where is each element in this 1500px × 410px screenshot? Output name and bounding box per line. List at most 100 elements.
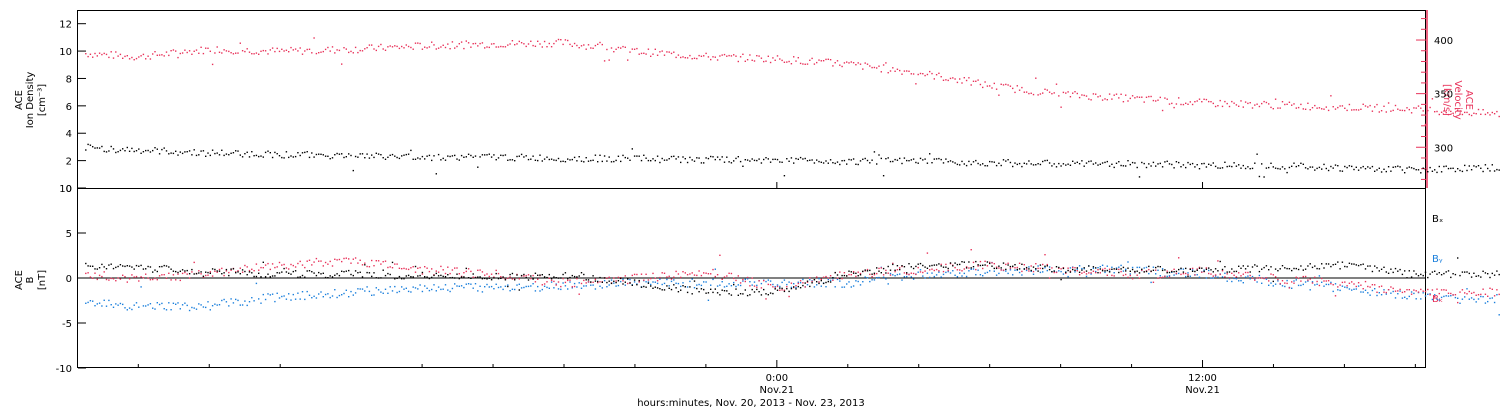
bz-point — [306, 260, 308, 262]
by-point — [262, 293, 264, 296]
velocity-point — [96, 55, 98, 57]
bz-point — [673, 276, 675, 278]
bz-point — [557, 281, 560, 283]
by-point — [276, 292, 278, 294]
density-point — [1491, 164, 1493, 166]
density-point — [710, 155, 712, 158]
density-point — [110, 145, 112, 148]
by-point — [175, 303, 177, 305]
bz-point — [1053, 271, 1055, 274]
velocity-point — [1470, 114, 1473, 117]
by-point — [108, 299, 110, 302]
density-point — [677, 156, 680, 158]
velocity-point — [470, 46, 472, 48]
bz-point — [92, 277, 94, 279]
bz-point — [1353, 283, 1355, 285]
density-point — [216, 152, 218, 154]
velocity-point — [1032, 93, 1035, 96]
velocity-point — [922, 73, 924, 75]
density-point — [1088, 160, 1090, 163]
density-point — [862, 158, 864, 160]
velocity-point — [843, 62, 846, 64]
bz-point — [802, 282, 804, 284]
density-point — [1171, 163, 1173, 166]
velocity-point — [1145, 96, 1148, 98]
by-point — [1304, 281, 1307, 283]
density-point — [140, 152, 142, 154]
velocity-point — [1097, 96, 1099, 98]
velocity-point — [1009, 85, 1012, 87]
by-point — [938, 271, 940, 273]
bz-point — [1226, 273, 1228, 275]
velocity-point — [1134, 97, 1136, 99]
by-point — [1277, 280, 1279, 282]
velocity-point — [631, 48, 633, 50]
bz-point — [613, 277, 615, 279]
bz-point — [989, 261, 991, 264]
density-point — [1258, 175, 1261, 178]
density-point — [878, 154, 880, 156]
by-point — [481, 291, 484, 293]
velocity-point — [1244, 101, 1247, 103]
velocity-point — [371, 44, 373, 46]
bz-point — [1166, 270, 1168, 272]
by-point — [795, 286, 797, 289]
bz-point — [1473, 291, 1475, 294]
by-point — [207, 301, 209, 303]
bz-point — [756, 286, 758, 288]
velocity-point — [1284, 103, 1286, 106]
by-point — [467, 283, 470, 285]
density-point — [87, 143, 89, 146]
density-point — [1108, 165, 1111, 167]
density-point — [629, 159, 631, 161]
density-point — [1295, 165, 1297, 168]
velocity-point — [1369, 104, 1371, 107]
by-point — [620, 280, 622, 283]
bz-point — [228, 271, 230, 274]
velocity-point — [1143, 101, 1145, 103]
bz-point — [1302, 275, 1304, 278]
density-point — [848, 158, 850, 161]
density-point — [454, 154, 456, 157]
bz-point — [972, 261, 975, 264]
velocity-point — [774, 59, 776, 61]
density-point — [414, 158, 417, 160]
velocity-point — [1293, 103, 1295, 105]
bz-point — [1268, 280, 1270, 282]
density-point — [1318, 166, 1321, 169]
bz-point — [1231, 272, 1233, 274]
bz-point — [421, 273, 424, 275]
density-point — [1092, 163, 1095, 165]
by-point — [281, 295, 283, 298]
by-point — [1228, 278, 1231, 280]
velocity-point — [507, 44, 509, 46]
bz-point — [1014, 267, 1016, 269]
density-point — [474, 155, 477, 157]
velocity-point — [1012, 87, 1014, 90]
by-point — [414, 287, 417, 289]
bz-point — [1212, 275, 1214, 277]
bz-point — [1085, 273, 1088, 275]
by-point — [965, 275, 968, 278]
bz-point — [882, 274, 885, 276]
velocity-point — [324, 48, 327, 51]
density-point — [1383, 168, 1385, 170]
bz-point — [126, 281, 128, 283]
bz-point — [502, 277, 504, 279]
velocity-point — [497, 46, 500, 48]
by-point — [859, 284, 862, 286]
by-point — [1258, 274, 1261, 277]
density-point — [1221, 167, 1224, 169]
bz-point — [922, 271, 924, 274]
velocity-point — [1337, 106, 1339, 109]
density-point — [193, 149, 195, 151]
density-point — [1438, 165, 1440, 168]
density-point — [1355, 166, 1357, 168]
velocity-point — [580, 45, 583, 47]
bz-point — [135, 275, 138, 278]
bz-point — [1152, 281, 1155, 283]
velocity-point — [1364, 105, 1367, 107]
velocity-point — [620, 47, 622, 49]
density-point — [753, 159, 756, 162]
by-point — [85, 302, 87, 304]
